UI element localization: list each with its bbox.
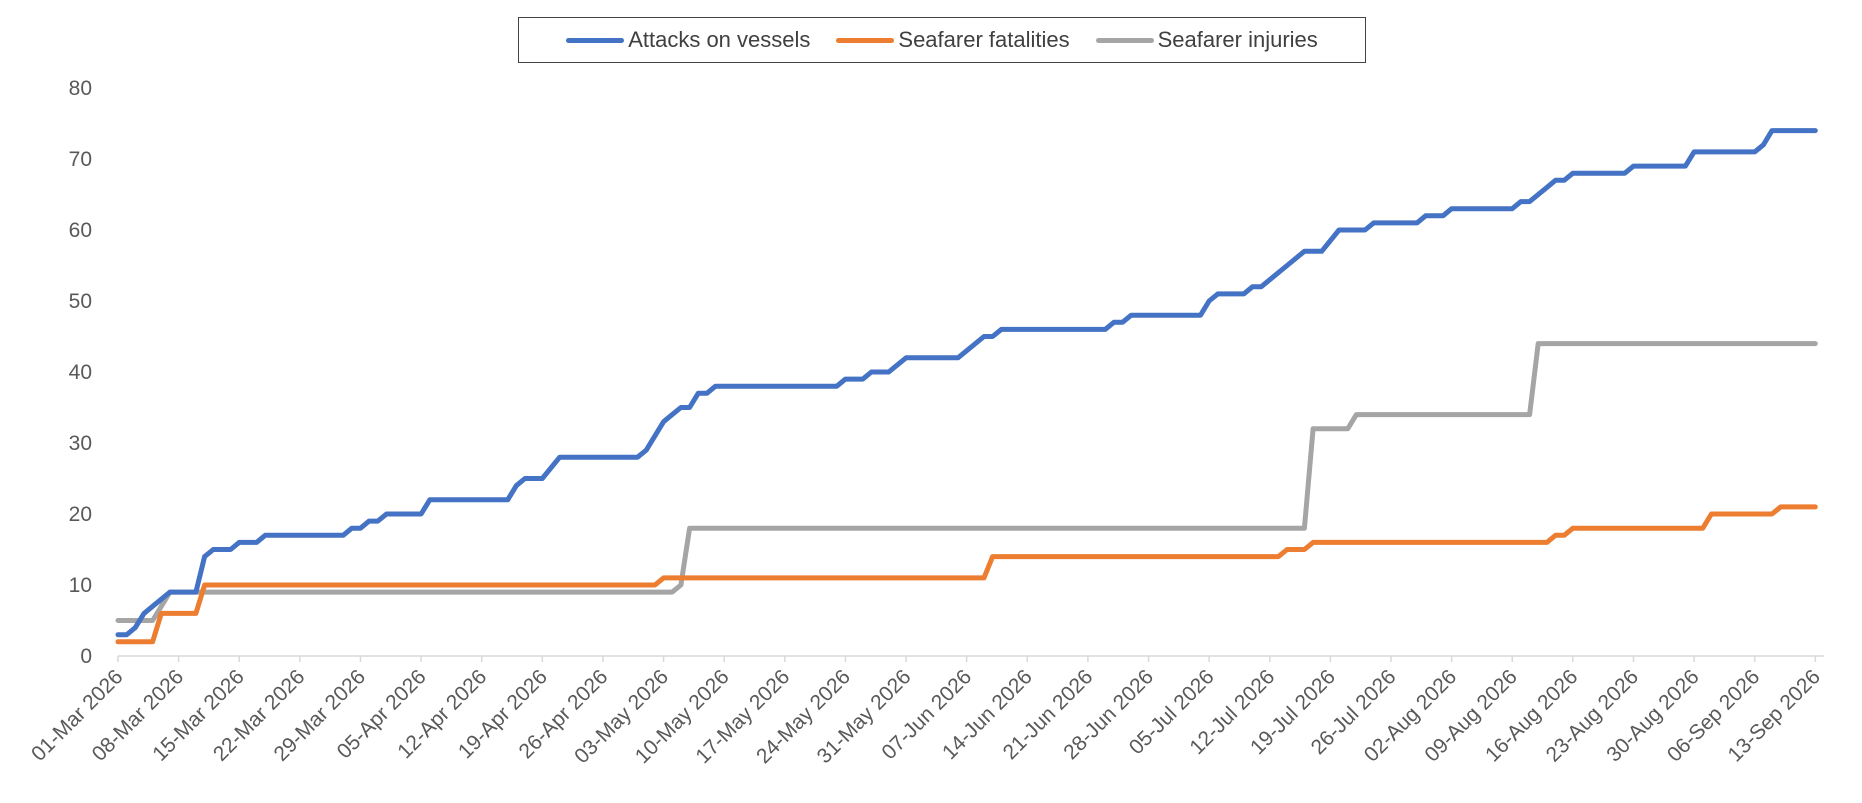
legend-item-fatalities: Seafarer fatalities (836, 27, 1070, 53)
legend-item-attacks: Attacks on vessels (566, 27, 810, 53)
legend-swatch-fatalities (836, 37, 895, 43)
legend-swatch-attacks (566, 37, 625, 43)
legend-label-injuries: Seafarer injuries (1157, 27, 1318, 52)
y-tick-label: 80 (69, 77, 92, 100)
series-line-injuries (115, 341, 1818, 623)
y-tick-label: 40 (69, 361, 92, 384)
y-tick-label: 70 (69, 148, 92, 171)
legend-label-attacks: Attacks on vessels (628, 27, 811, 52)
series-line-fatalities (115, 504, 1818, 645)
y-tick-label: 0 (80, 645, 92, 668)
legend-swatch-injuries (1095, 37, 1154, 43)
y-tick-label: 20 (69, 503, 92, 526)
y-tick-label: 50 (69, 290, 92, 313)
legend-item-injuries: Seafarer injuries (1095, 27, 1318, 53)
legend: Attacks on vessels Seafarer fatalities S… (518, 17, 1366, 63)
y-tick-label: 30 (69, 432, 92, 455)
series-line-attacks (115, 128, 1818, 638)
y-tick-label: 10 (69, 574, 92, 597)
legend-label-fatalities: Seafarer fatalities (898, 27, 1070, 52)
y-tick-label: 60 (69, 219, 92, 242)
